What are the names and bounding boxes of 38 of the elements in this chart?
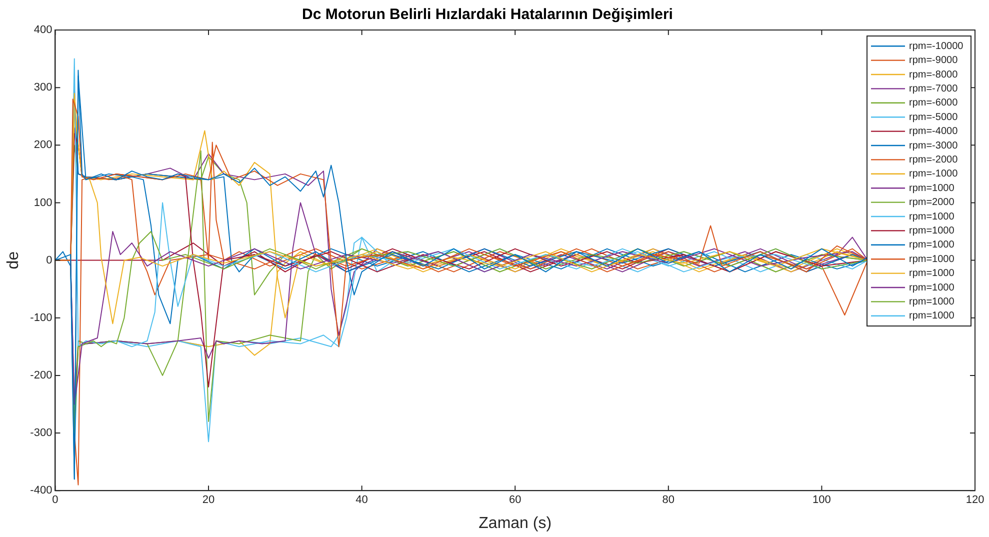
legend-label: rpm=2000 xyxy=(909,197,955,208)
legend-label: rpm=-5000 xyxy=(909,112,958,123)
x-tick-label: 100 xyxy=(812,494,831,506)
legend-label: rpm=-1000 xyxy=(909,168,958,180)
y-tick-label: -300 xyxy=(30,427,52,440)
y-tick-label: -400 xyxy=(30,484,52,497)
legend-label: rpm=-2000 xyxy=(909,154,958,166)
x-tick-label: 20 xyxy=(202,494,215,506)
legend-label: rpm=1000 xyxy=(909,254,955,265)
y-tick-label: 300 xyxy=(34,82,52,94)
x-tick-label: 40 xyxy=(356,494,368,506)
legend-label: rpm=-4000 xyxy=(909,126,958,138)
legend-label: rpm=-3000 xyxy=(909,140,958,152)
legend-label: rpm=1000 xyxy=(909,296,955,308)
y-tick-label: 100 xyxy=(34,196,52,209)
x-tick-label: 60 xyxy=(508,494,522,506)
x-axis-title: Zaman (s) xyxy=(478,514,552,532)
legend-label: rpm=-6000 xyxy=(909,98,958,109)
y-axis-title: de xyxy=(5,251,22,270)
legend-label: rpm=1000 xyxy=(909,268,955,280)
legend-label: rpm=-7000 xyxy=(909,83,958,94)
legend-label: rpm=-8000 xyxy=(909,69,958,80)
legend-label: rpm=1000 xyxy=(909,225,955,236)
legend-label: rpm=1000 xyxy=(909,310,955,322)
y-tick-label: -200 xyxy=(30,369,52,382)
legend-label: rpm=-9000 xyxy=(909,55,958,66)
legend-label: rpm=1000 xyxy=(909,240,955,251)
legend-label: rpm=1000 xyxy=(909,182,955,194)
legend-label: rpm=-10000 xyxy=(909,40,964,52)
x-tick-label: 120 xyxy=(966,494,984,506)
y-tick-label: -100 xyxy=(30,312,52,324)
chart-title: Dc Motorun Belirli Hızlardaki Hatalarının Değişimleri xyxy=(302,6,673,24)
legend-label: rpm=1000 xyxy=(909,282,955,294)
legend-label: rpm=1000 xyxy=(909,211,955,222)
x-tick-label: 80 xyxy=(662,494,675,506)
y-tick-label: 0 xyxy=(46,254,52,266)
y-tick-label: 400 xyxy=(34,24,52,36)
y-tick-label: 200 xyxy=(34,139,52,152)
